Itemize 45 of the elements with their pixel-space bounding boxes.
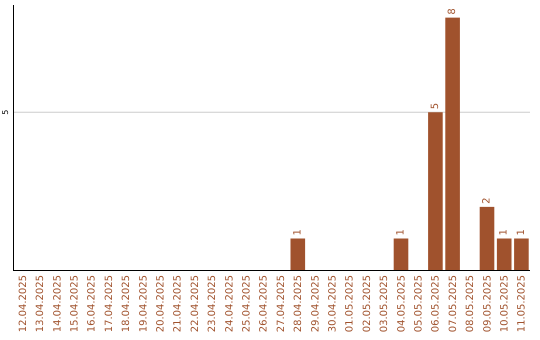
x-tick-label: 28.04.2025 [293,275,304,332]
x-tick-label: 05.05.2025 [413,275,424,332]
data-label: 1 [292,229,304,236]
x-tick-label: 10.05.2025 [499,275,510,332]
x-tick-label: 18.04.2025 [121,275,132,332]
bar [428,112,443,270]
x-tick-label: 17.04.2025 [104,275,115,332]
x-tick-label: 23.04.2025 [207,275,218,332]
x-tick-label: 26.04.2025 [258,275,270,332]
data-label: 1 [516,229,527,236]
x-tick-label: 24.04.2025 [224,275,236,332]
bar [480,206,494,270]
x-tick-label: 09.05.2025 [482,275,494,332]
x-tick-label: 19.04.2025 [138,275,150,332]
x-tick-label: 16.04.2025 [86,275,98,332]
x-tick-label: 22.04.2025 [190,275,201,332]
bar [290,238,306,270]
x-tick-label: 13.04.2025 [35,275,46,332]
bar [514,238,529,270]
data-label: 2 [482,198,492,204]
x-tick-label: 27.04.2025 [276,275,287,332]
x-tick-label: 29.04.2025 [310,275,322,332]
x-tick-label: 30.04.2025 [327,275,338,332]
x-tick-label: 14.04.2025 [52,275,64,332]
bar [394,238,408,270]
bar [496,238,512,270]
ref-line-label: 5 [1,110,10,115]
data-label: 8 [447,8,458,15]
data-label: 1 [498,229,510,236]
x-tick-label: 08.05.2025 [465,275,476,332]
x-tick-label: 07.05.2025 [448,275,459,332]
x-tick-label: 06.05.2025 [430,275,442,332]
data-label: 5 [430,102,441,110]
x-tick-label: 03.05.2025 [379,275,390,332]
x-tick-label: 20.04.2025 [155,275,166,332]
bar [445,18,460,270]
x-tick-label: 02.05.2025 [362,275,373,332]
x-tick-label: 21.04.2025 [172,275,184,332]
data-label: 1 [396,229,406,236]
x-tick-label: 25.04.2025 [241,275,252,332]
x-tick-label: 01.05.2025 [344,275,356,332]
x-tick-label: 15.04.2025 [69,275,80,332]
x-tick-label: 12.04.2025 [18,275,29,332]
x-tick-label: 11.05.2025 [516,275,528,332]
x-tick-label: 04.05.2025 [396,275,408,332]
